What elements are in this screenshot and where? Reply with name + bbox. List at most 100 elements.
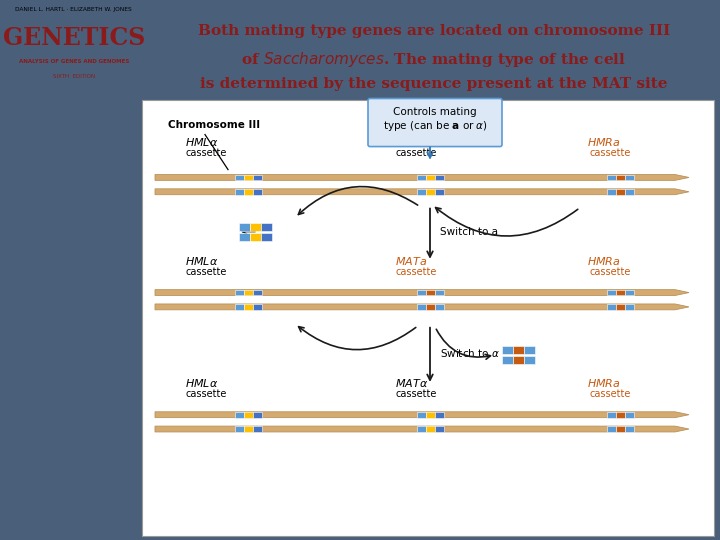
Bar <box>235 289 243 295</box>
Bar <box>624 189 634 194</box>
Bar <box>616 304 624 310</box>
Bar <box>434 426 444 432</box>
Text: cassette: cassette <box>590 147 631 158</box>
Bar <box>606 189 616 194</box>
Bar <box>434 189 444 194</box>
Bar <box>606 289 616 295</box>
FancyBboxPatch shape <box>368 98 502 146</box>
FancyBboxPatch shape <box>142 99 714 536</box>
Bar <box>523 346 534 354</box>
Bar <box>606 174 616 180</box>
Bar <box>624 289 634 295</box>
Bar <box>426 189 434 194</box>
Text: Both mating type genes are located on chromosome III: Both mating type genes are located on ch… <box>198 24 670 38</box>
Text: $\mathit{MAT}\alpha$: $\mathit{MAT}\alpha$ <box>395 136 428 147</box>
Bar <box>416 426 426 432</box>
Bar <box>502 346 513 354</box>
Text: GENETICS: GENETICS <box>3 26 145 50</box>
Bar <box>513 356 523 364</box>
Bar <box>426 304 434 310</box>
Text: $\mathit{MAT}\alpha$: $\mathit{MAT}\alpha$ <box>395 377 428 389</box>
Bar <box>606 304 616 310</box>
Bar <box>253 289 261 295</box>
Bar <box>416 412 426 417</box>
Bar <box>253 189 261 194</box>
Bar <box>616 174 624 180</box>
Bar <box>502 356 513 364</box>
FancyArrow shape <box>155 412 689 417</box>
Bar <box>253 304 261 310</box>
Bar <box>513 346 523 354</box>
Bar <box>616 189 624 194</box>
Bar <box>426 412 434 417</box>
Bar <box>434 412 444 417</box>
Text: Switch to a: Switch to a <box>440 227 498 237</box>
Bar <box>253 426 261 432</box>
Text: $\mathit{HMRa}$: $\mathit{HMRa}$ <box>587 255 621 267</box>
Text: $\mathit{HMRa}$: $\mathit{HMRa}$ <box>587 136 621 147</box>
Text: of $\mathit{Saccharomyces}$. The mating type of the cell: of $\mathit{Saccharomyces}$. The mating … <box>241 50 626 69</box>
Bar <box>235 174 243 180</box>
Bar <box>426 289 434 295</box>
Text: cassette: cassette <box>185 389 226 399</box>
Text: cassette: cassette <box>395 267 436 276</box>
Bar <box>243 289 253 295</box>
Bar <box>434 289 444 295</box>
Bar <box>416 289 426 295</box>
Bar <box>261 233 271 241</box>
FancyArrow shape <box>155 304 689 310</box>
Bar <box>624 174 634 180</box>
Bar <box>261 222 271 231</box>
Text: cassette: cassette <box>395 389 436 399</box>
Bar <box>624 412 634 417</box>
Text: $\mathit{HML}\alpha$: $\mathit{HML}\alpha$ <box>185 255 218 267</box>
Bar <box>426 426 434 432</box>
Bar <box>616 289 624 295</box>
Text: SIXTH  EDITION: SIXTH EDITION <box>53 73 95 79</box>
Text: Switch to $\alpha$: Switch to $\alpha$ <box>440 347 500 359</box>
Bar <box>250 222 261 231</box>
Text: DANIEL L. HARTL · ELIZABETH W. JONES: DANIEL L. HARTL · ELIZABETH W. JONES <box>15 6 132 12</box>
Text: cassette: cassette <box>185 267 226 276</box>
Bar <box>523 356 534 364</box>
Text: $\mathit{MAT}a$: $\mathit{MAT}a$ <box>395 255 427 267</box>
Bar <box>416 304 426 310</box>
Text: ANALYSIS OF GENES AND GENOMES: ANALYSIS OF GENES AND GENOMES <box>19 58 129 64</box>
Bar <box>235 304 243 310</box>
Bar <box>253 412 261 417</box>
Bar <box>253 174 261 180</box>
Bar <box>434 304 444 310</box>
Bar <box>235 426 243 432</box>
Bar <box>243 412 253 417</box>
Bar <box>426 174 434 180</box>
FancyArrow shape <box>155 189 689 195</box>
Bar <box>606 412 616 417</box>
Text: is determined by the sequence present at the MAT site: is determined by the sequence present at… <box>200 77 667 91</box>
Bar <box>624 426 634 432</box>
Text: cassette: cassette <box>395 147 436 158</box>
Bar <box>416 189 426 194</box>
Bar <box>243 174 253 180</box>
Text: Chromosome III: Chromosome III <box>168 119 260 130</box>
Bar <box>616 426 624 432</box>
FancyArrow shape <box>155 174 689 180</box>
Bar <box>606 426 616 432</box>
Text: $\mathit{HML}\alpha$: $\mathit{HML}\alpha$ <box>185 377 218 389</box>
Bar <box>624 304 634 310</box>
Text: $\mathit{HML}\alpha$: $\mathit{HML}\alpha$ <box>185 136 218 147</box>
Text: cassette: cassette <box>590 389 631 399</box>
Bar <box>243 426 253 432</box>
Bar <box>434 174 444 180</box>
Bar <box>243 304 253 310</box>
Bar <box>416 174 426 180</box>
Bar <box>616 412 624 417</box>
Bar <box>238 233 250 241</box>
Bar <box>243 189 253 194</box>
FancyArrow shape <box>155 289 689 295</box>
Text: type (can be $\bf{a}$ or $\alpha$): type (can be $\bf{a}$ or $\alpha$) <box>382 118 487 132</box>
Text: cassette: cassette <box>185 147 226 158</box>
Bar <box>235 189 243 194</box>
Bar <box>238 222 250 231</box>
Bar <box>235 412 243 417</box>
Text: cassette: cassette <box>590 267 631 276</box>
